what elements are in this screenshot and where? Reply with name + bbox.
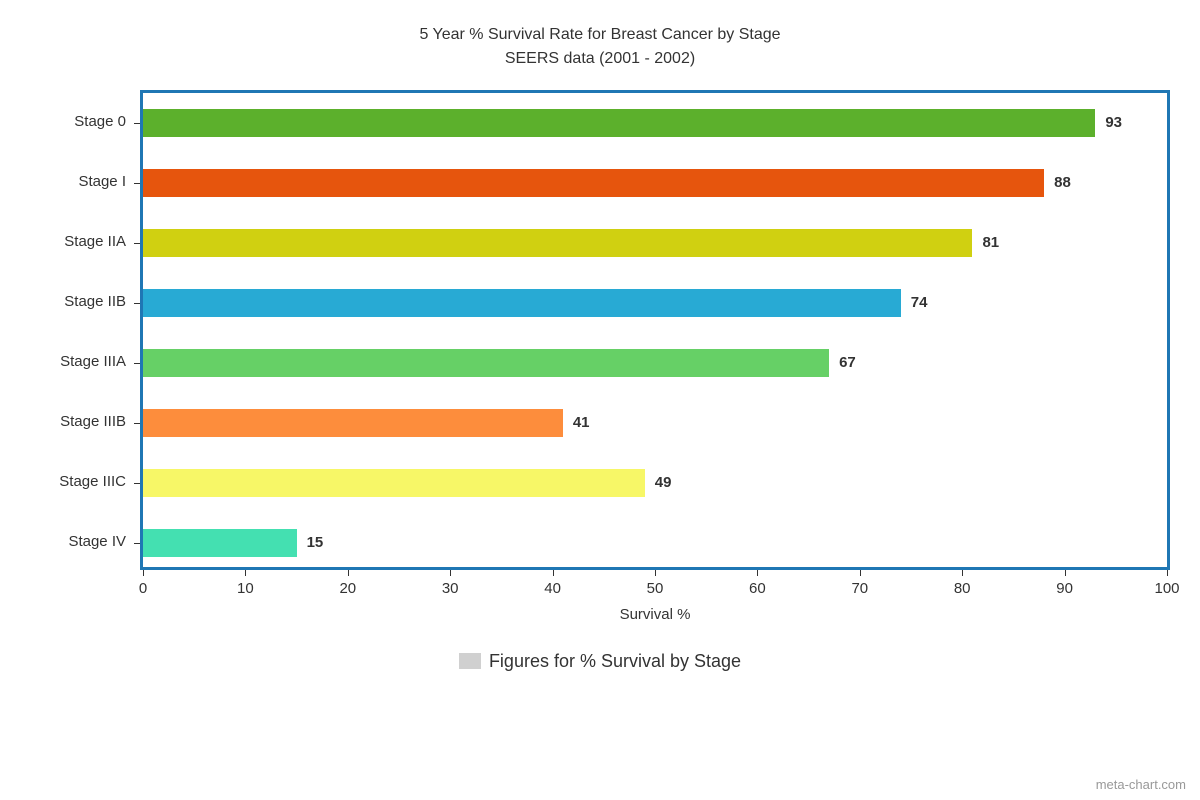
- chart-subtitle: SEERS data (2001 - 2002): [0, 50, 1200, 68]
- attribution-text: meta-chart.com: [1096, 777, 1186, 792]
- bar-value-label: 67: [839, 349, 856, 377]
- y-tick: [134, 303, 140, 304]
- bar: [143, 349, 829, 377]
- x-tick: [553, 570, 554, 576]
- x-axis-title: Survival %: [140, 606, 1170, 623]
- y-tick: [134, 483, 140, 484]
- y-tick: [134, 243, 140, 244]
- x-tick: [348, 570, 349, 576]
- x-tick-label: 100: [1147, 580, 1187, 597]
- y-tick: [134, 363, 140, 364]
- bar: [143, 529, 297, 557]
- y-tick: [134, 423, 140, 424]
- chart-container: 5 Year % Survival Rate for Breast Cancer…: [0, 0, 1200, 800]
- y-tick-label: Stage IIIC: [0, 473, 126, 490]
- y-tick-label: Stage I: [0, 173, 126, 190]
- x-tick: [450, 570, 451, 576]
- x-tick-label: 90: [1045, 580, 1085, 597]
- x-tick: [143, 570, 144, 576]
- bar-value-label: 74: [911, 289, 928, 317]
- x-tick: [1167, 570, 1168, 576]
- bar: [143, 109, 1095, 137]
- y-tick: [134, 543, 140, 544]
- bar-value-label: 93: [1105, 109, 1122, 137]
- y-tick-label: Stage IV: [0, 533, 126, 550]
- x-tick-label: 10: [225, 580, 265, 597]
- y-tick-label: Stage IIB: [0, 293, 126, 310]
- x-tick: [245, 570, 246, 576]
- bar-value-label: 81: [982, 229, 999, 257]
- y-tick: [134, 123, 140, 124]
- x-tick: [962, 570, 963, 576]
- bar-value-label: 88: [1054, 169, 1071, 197]
- bar: [143, 229, 972, 257]
- x-tick-label: 20: [328, 580, 368, 597]
- x-tick: [860, 570, 861, 576]
- y-tick-label: Stage 0: [0, 113, 126, 130]
- bar-value-label: 49: [655, 469, 672, 497]
- y-tick-label: Stage IIIB: [0, 413, 126, 430]
- y-tick-label: Stage IIIA: [0, 353, 126, 370]
- x-tick-label: 50: [635, 580, 675, 597]
- x-tick: [1065, 570, 1066, 576]
- bar: [143, 169, 1044, 197]
- x-tick: [757, 570, 758, 576]
- bar-value-label: 15: [307, 529, 324, 557]
- plot-area-border: [140, 90, 1170, 570]
- x-tick-label: 60: [737, 580, 777, 597]
- bar-value-label: 41: [573, 409, 590, 437]
- x-tick-label: 0: [123, 580, 163, 597]
- x-tick: [655, 570, 656, 576]
- bar: [143, 469, 645, 497]
- chart-title: 5 Year % Survival Rate for Breast Cancer…: [0, 26, 1200, 44]
- y-tick: [134, 183, 140, 184]
- x-tick-label: 70: [840, 580, 880, 597]
- y-tick-label: Stage IIA: [0, 233, 126, 250]
- bar: [143, 409, 563, 437]
- x-tick-label: 80: [942, 580, 982, 597]
- x-tick-label: 30: [430, 580, 470, 597]
- legend-swatch: [459, 653, 481, 669]
- legend-label: Figures for % Survival by Stage: [489, 651, 741, 671]
- legend: Figures for % Survival by Stage: [0, 650, 1200, 672]
- x-tick-label: 40: [533, 580, 573, 597]
- bar: [143, 289, 901, 317]
